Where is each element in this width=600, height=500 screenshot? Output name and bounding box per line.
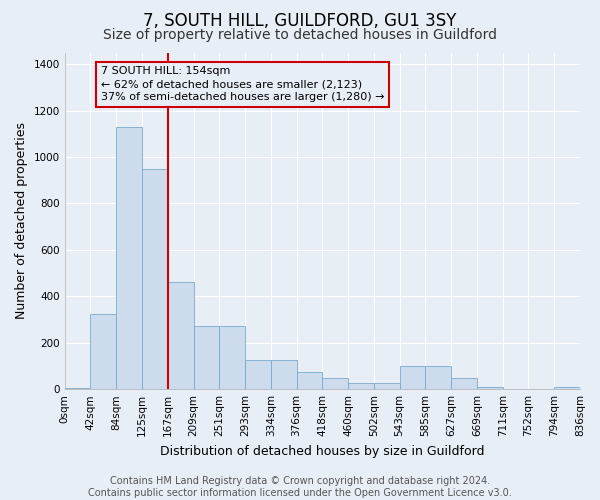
Bar bbox=[296, 372, 322, 389]
Text: Size of property relative to detached houses in Guildford: Size of property relative to detached ho… bbox=[103, 28, 497, 42]
Y-axis label: Number of detached properties: Number of detached properties bbox=[15, 122, 28, 320]
Bar bbox=[400, 366, 425, 389]
Bar bbox=[168, 282, 193, 389]
X-axis label: Distribution of detached houses by size in Guildford: Distribution of detached houses by size … bbox=[160, 444, 485, 458]
Bar bbox=[348, 384, 374, 389]
Text: Contains HM Land Registry data © Crown copyright and database right 2024.
Contai: Contains HM Land Registry data © Crown c… bbox=[88, 476, 512, 498]
Bar bbox=[271, 360, 296, 389]
Bar bbox=[425, 366, 451, 389]
Text: 7, SOUTH HILL, GUILDFORD, GU1 3SY: 7, SOUTH HILL, GUILDFORD, GU1 3SY bbox=[143, 12, 457, 30]
Bar bbox=[219, 326, 245, 389]
Bar bbox=[65, 388, 91, 389]
Bar bbox=[374, 384, 400, 389]
Bar bbox=[193, 326, 219, 389]
Bar bbox=[91, 314, 116, 389]
Text: 7 SOUTH HILL: 154sqm
← 62% of detached houses are smaller (2,123)
37% of semi-de: 7 SOUTH HILL: 154sqm ← 62% of detached h… bbox=[101, 66, 384, 102]
Bar bbox=[116, 127, 142, 389]
Bar bbox=[477, 387, 503, 389]
Bar bbox=[451, 378, 477, 389]
Bar bbox=[322, 378, 348, 389]
Bar bbox=[245, 360, 271, 389]
Bar bbox=[142, 168, 168, 389]
Bar bbox=[554, 387, 580, 389]
